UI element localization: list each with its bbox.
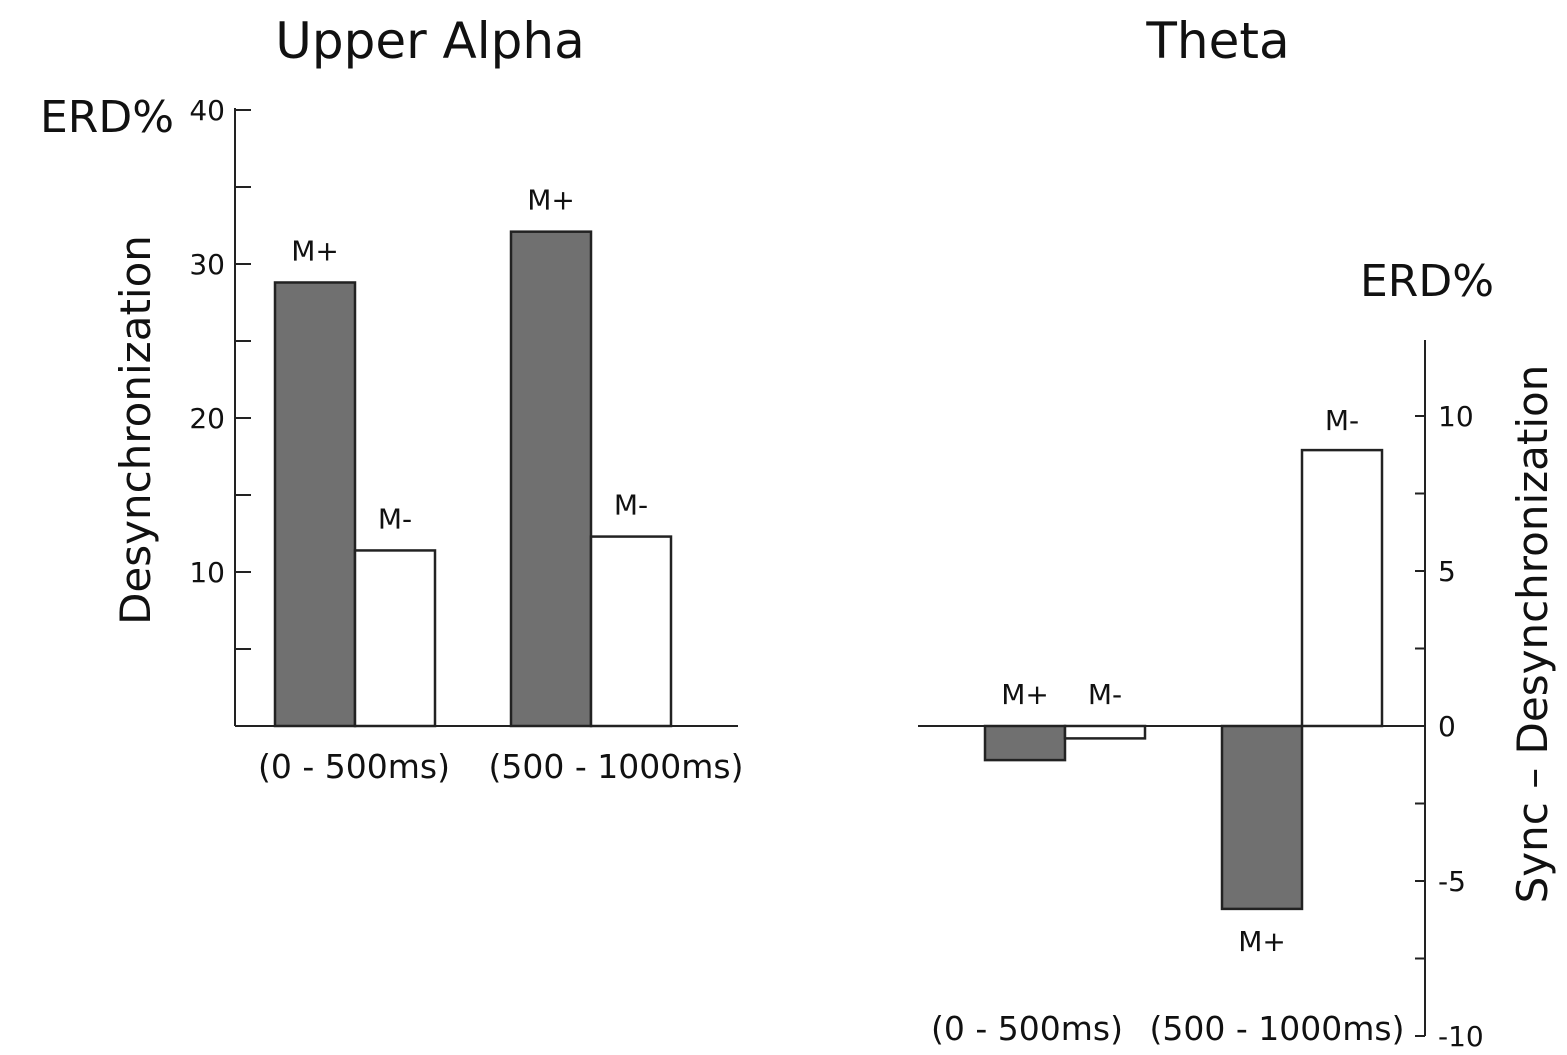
upper-alpha-bar-label: M+ xyxy=(291,234,339,267)
theta-category-label: (0 - 500ms) xyxy=(931,1009,1123,1048)
theta-bar-label: M- xyxy=(1325,404,1359,437)
upper-alpha-title: Upper Alpha xyxy=(275,12,584,70)
theta-y-tick-label: -5 xyxy=(1438,865,1466,898)
upper-alpha-bar-label: M- xyxy=(378,502,412,535)
theta-bars xyxy=(983,448,1384,911)
upper-alpha-bar-m-plus xyxy=(509,230,593,728)
upper-alpha-category-label: (500 - 1000ms) xyxy=(489,747,744,786)
upper-alpha-category-label: (0 - 500ms) xyxy=(258,747,450,786)
upper-alpha-y-tick-label: 30 xyxy=(189,248,225,281)
upper-alpha-y-tick-label: 20 xyxy=(189,402,225,435)
theta-y-tick-label: -10 xyxy=(1438,1020,1484,1053)
theta-y-ticks: -10 -5 0 5 10 xyxy=(1415,400,1484,1053)
theta-y-tick-label: 10 xyxy=(1438,400,1474,433)
theta-bar-label: M- xyxy=(1088,678,1122,711)
upper-alpha-bar-label: M- xyxy=(614,489,648,522)
theta-y-tick-label: 5 xyxy=(1438,555,1456,588)
upper-alpha-bars xyxy=(273,230,673,728)
theta-y-tick-label: 0 xyxy=(1438,710,1456,743)
upper-alpha-y-tick-label: 40 xyxy=(189,94,225,127)
theta-title: Theta xyxy=(1145,12,1289,70)
theta-bar-label: M+ xyxy=(1238,925,1286,958)
theta-bar-m-minus xyxy=(1300,448,1384,728)
theta-category-labels: (0 - 500ms) (500 - 1000ms) xyxy=(931,1009,1404,1048)
upper-alpha-y-ticks: 10 20 30 40 xyxy=(189,94,251,650)
upper-alpha-unit-label: ERD% xyxy=(40,92,174,143)
theta-bar-labels: M+ M- M+ M- xyxy=(1001,404,1359,958)
theta-bar-m-minus xyxy=(1063,724,1147,740)
upper-alpha-y-axis-label: Desynchronization xyxy=(111,235,160,625)
upper-alpha-bar-labels: M+ M- M+ M- xyxy=(291,184,648,536)
theta-y-axis-label: Sync – Desynchronization xyxy=(1508,365,1557,904)
upper-alpha-bar-label: M+ xyxy=(527,184,575,217)
theta-chart: Theta ERD% Sync – Desynchronization -10-… xyxy=(918,12,1557,1053)
upper-alpha-y-tick-label: 10 xyxy=(189,556,225,589)
theta-unit-label: ERD% xyxy=(1360,256,1494,307)
theta-category-label: (500 - 1000ms) xyxy=(1150,1009,1405,1048)
theta-bar-label: M+ xyxy=(1001,678,1049,711)
upper-alpha-chart: Upper Alpha ERD% Desynchronization 10 20 3… xyxy=(40,12,743,786)
upper-alpha-bar-m-minus xyxy=(589,535,673,728)
theta-bar-m-plus xyxy=(983,724,1067,762)
upper-alpha-category-labels: (0 - 500ms) (500 - 1000ms) xyxy=(258,747,743,786)
upper-alpha-bar-m-plus xyxy=(273,281,357,728)
upper-alpha-bar-m-minus xyxy=(353,549,437,728)
theta-bar-m-plus xyxy=(1220,724,1304,911)
